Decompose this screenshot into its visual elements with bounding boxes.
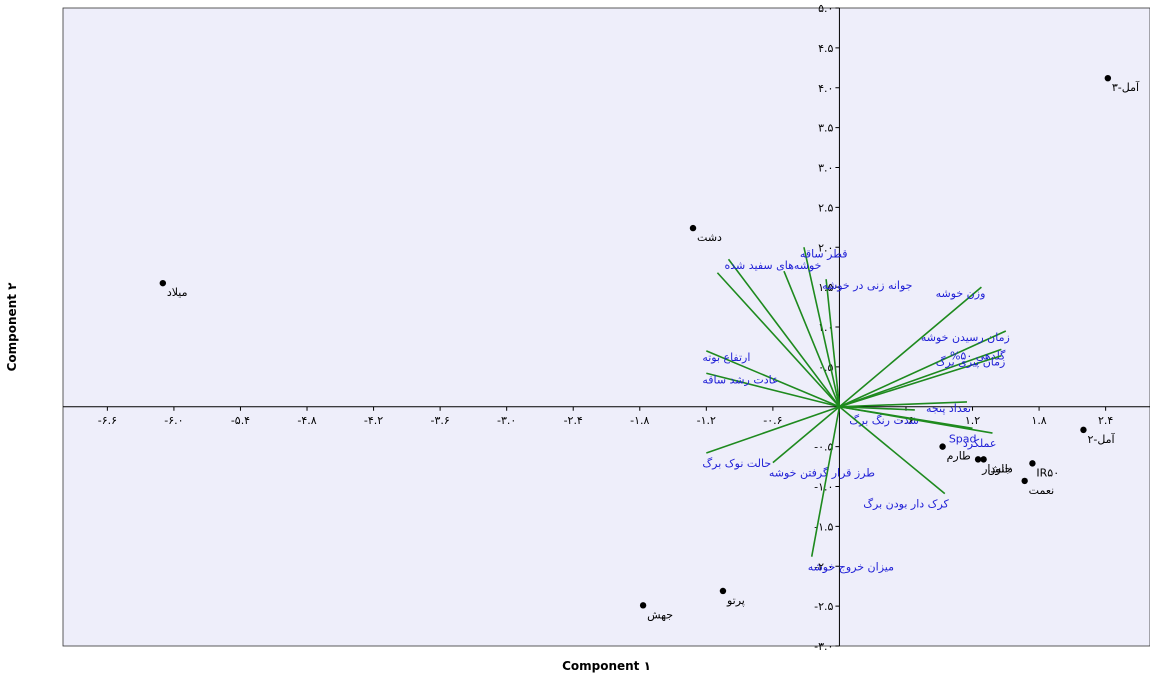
loading-vector-line [727,258,841,408]
observation-point [159,279,167,287]
loading-label: عملکرد [963,437,997,450]
loading-label: شدت رنگ برگ [849,414,919,427]
observation-point [719,587,727,595]
observation-label: پرتو [726,594,745,607]
observation-label: میلاد [167,286,188,299]
x-tick-label: -۶.۶ [98,414,117,427]
loading-vector-line [825,279,841,407]
observation-points: آمل-۳ دشت میلاد آمل-۲ IR۵۰ نعمت طارم دانشجلودار… [159,74,1140,621]
loading-vector-line [706,405,840,454]
loading-vector-line [772,406,840,464]
x-tick-label: -۲.۴ [564,414,583,427]
y-tick-label: ۱.۵ [818,281,833,294]
x-tick-label: -۱.۸ [630,414,649,427]
loading-vector-line [839,401,968,408]
y-tick-label: -۱.۵ [814,520,833,533]
observation-label: جهش [647,608,673,621]
loading-label: جوانه زنی در خوشه [822,279,912,292]
loading-vector-line [839,348,1002,408]
y-tick-label: -۲.۵ [814,600,833,613]
x-axis-title: Component ۱ [562,659,651,673]
x-tick-label: -۳.۶ [430,414,449,427]
y-tick-label: -۰.۵ [814,441,833,454]
loading-vector-line [716,272,841,408]
loading-vector-line [803,247,841,407]
loading-label: Spad [949,432,977,445]
loading-vector-line [838,406,946,495]
observation-label: جلودار [981,462,1011,475]
loading-label: عادت رشد ساقه [702,373,778,386]
y-tick-label: ۴.۵ [818,42,833,55]
y-axis-title: Component ۲ [5,282,19,372]
observation-point [1029,460,1036,467]
loading-label: قطر ساقه [800,247,848,260]
x-tick-label: -۴.۸ [297,414,316,427]
observation-point [1104,74,1112,82]
loading-vector-line [839,354,1002,408]
observation-point [689,224,697,232]
x-tick-label: -۶.۰ [164,414,183,427]
observation-label: دشت [697,231,722,244]
y-tick-label: ۴.۰ [818,82,833,95]
plot-area [62,7,1150,647]
observation-label: آمل-۲ [1087,432,1115,446]
observation-label: IR۵۰ [1036,466,1059,479]
loading-vector-line [810,406,841,557]
tick-labels: -۶.۶ -۶.۰ -۵.۴ -۴.۸ -۴.۲ -۳.۶ -۳.۰ -۲.۴ -۱.۸ -۱.۲… [98,2,1114,653]
loading-vector-line [839,330,1007,408]
observation-label: دانش [988,462,1013,475]
loading-vector-line [783,270,841,408]
loading-vector-line [839,405,993,434]
observation-point [639,602,647,609]
observation-label: طارم [947,450,971,463]
observation-point [1021,477,1028,485]
x-tick-label: ۱.۲ [965,414,980,427]
loading-label: خوشه‌های سفید شده [725,259,822,272]
y-tick-label: ۲.۰ [818,241,833,254]
loading-label: وزن خوشه [936,287,986,300]
observation-label: نعمت [1029,484,1055,497]
loading-label: تعداد پنجه [926,402,971,415]
x-tick-label: -۵.۴ [231,414,250,427]
observation-point [974,456,982,463]
observation-point [980,456,987,463]
observation-point [1080,426,1087,434]
y-tick-label: ۲.۵ [818,201,833,214]
loading-label: ارتفاع بوته [702,351,750,364]
loading-label: طرز قرار گرفتن خوشه [769,467,875,480]
x-tick-label: ۲.۴ [1098,414,1113,427]
loading-label: میزان خروج خوشه [808,561,894,574]
x-tick-label: -۱.۲ [697,414,716,427]
x-tick-label: -۳.۰ [497,414,516,427]
loading-label: حالت نوک برگ [702,457,771,470]
loading-label: زمان رسیدن خوشه [921,331,1010,344]
loading-label: کرک دار بودن برگ [863,498,949,511]
x-tick-label: -۰.۶ [763,414,782,427]
loading-vector-line [839,405,915,411]
x-tick-label: ۱.۸ [1031,414,1046,427]
observation-label: آمل-۳ [1112,80,1140,94]
observation-point [939,443,946,450]
y-tick-label: ۳.۵ [818,122,833,135]
loading-vector-line [838,286,982,408]
y-tick-label: -۳.۰ [814,640,833,653]
loading-vector-line [706,372,840,408]
x-tick-label: -۴.۲ [364,414,383,427]
loading-label: زمان پیری برگ [936,356,1006,369]
y-tick-label: ۳.۰ [818,162,833,175]
loading-vector-line [706,350,840,408]
y-tick-label: -۲.۰ [814,560,833,573]
y-tick-label: ۵.۰ [818,2,833,15]
